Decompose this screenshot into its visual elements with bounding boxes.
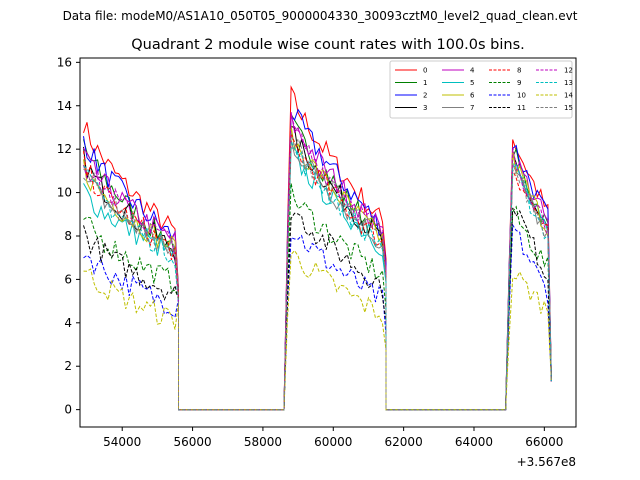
legend-label-11: 11 [517, 104, 526, 112]
y-tick-label: 6 [64, 272, 72, 286]
legend-label-15: 15 [564, 104, 573, 112]
x-tick-label: 56000 [173, 435, 211, 449]
chart-title: Quadrant 2 module wise count rates with … [131, 37, 525, 53]
axes-frame [79, 57, 577, 428]
y-tick-label: 10 [57, 186, 72, 200]
y-tick-label: 2 [64, 359, 72, 373]
y-tick-label: 4 [64, 316, 72, 330]
series-line-2 [83, 108, 552, 411]
series-line-15 [83, 133, 552, 411]
legend-label-14: 14 [564, 92, 573, 100]
series-line-5 [83, 147, 552, 411]
legend-label-7: 7 [470, 104, 474, 112]
series-layer [83, 85, 552, 411]
series-line-10 [83, 223, 552, 411]
series-line-8 [83, 132, 552, 411]
legend-label-9: 9 [517, 79, 521, 87]
axes-layer: 54000 56000 58000 60000 62000 64000 66000 0 2 4 6 8… [57, 55, 564, 449]
series-line-4 [83, 112, 552, 411]
series-line-13 [83, 139, 552, 411]
y-tick-label: 12 [57, 142, 72, 156]
y-tick-label: 0 [64, 403, 72, 417]
legend-label-2: 2 [423, 92, 427, 100]
x-tick-label: 58000 [244, 435, 282, 449]
legend-label-3: 3 [423, 104, 427, 112]
legend-label-0: 0 [423, 67, 427, 75]
y-tick-label: 14 [57, 99, 72, 113]
legend-box [389, 60, 573, 119]
series-line-11 [83, 207, 552, 411]
y-tick-label: 8 [64, 229, 72, 243]
legend-label-1: 1 [423, 79, 427, 87]
legend-label-5: 5 [470, 79, 474, 87]
legend-label-12: 12 [564, 67, 573, 75]
plot-area: 54000 56000 58000 60000 62000 64000 66000 0 2 4 6 8… [57, 55, 577, 449]
series-line-14 [83, 249, 552, 411]
series-line-7 [83, 139, 552, 411]
legend-label-8: 8 [517, 67, 521, 75]
x-tick-label: 54000 [103, 435, 141, 449]
figure-suptitle: Data file: modeM0/AS1A10_050T05_90000043… [63, 9, 578, 23]
legend-label-4: 4 [470, 67, 475, 75]
x-tick-label: 60000 [314, 435, 352, 449]
x-tick-label: 62000 [385, 435, 423, 449]
y-tick-label: 16 [57, 55, 72, 69]
legend-label-6: 6 [470, 92, 475, 100]
x-tick-label: 66000 [525, 435, 563, 449]
legend-label-10: 10 [517, 92, 526, 100]
legend-label-13: 13 [564, 79, 573, 87]
x-tick-label: 64000 [455, 435, 493, 449]
x-offset-label: +3.567e8 [517, 455, 576, 469]
